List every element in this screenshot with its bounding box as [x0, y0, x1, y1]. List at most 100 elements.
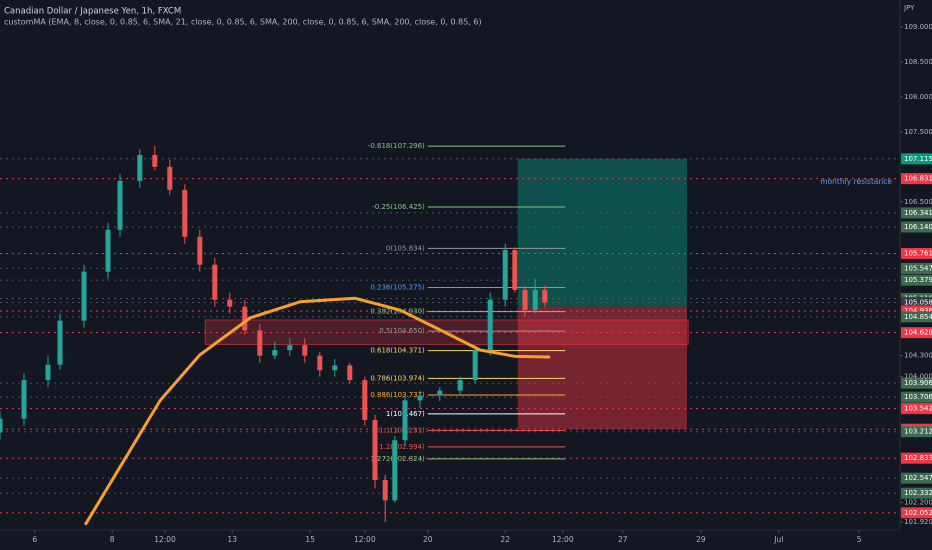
- x-tick-label: 20: [423, 535, 433, 544]
- candle-body: [212, 264, 218, 300]
- y-tick-label: 108.000: [904, 93, 932, 101]
- price-tag-label: 102.332: [904, 489, 932, 497]
- price-tag-label: 106.341: [904, 209, 932, 217]
- price-tag-label: 102.547: [904, 474, 932, 482]
- price-tag: [901, 426, 932, 438]
- price-tag-label: 105.761: [904, 249, 932, 257]
- candle-body: [167, 166, 173, 190]
- x-tick-label: 5: [857, 535, 862, 544]
- price-tag-label: 105.547: [904, 264, 932, 272]
- x-tick-label: 6: [32, 535, 37, 544]
- candle-body: [257, 330, 263, 356]
- y-tick-label: 108.500: [904, 58, 932, 66]
- price-tag-label: 106.831: [904, 175, 932, 183]
- price-tag-label: 105.379: [904, 276, 932, 284]
- price-tag-label: 107.115: [904, 155, 932, 163]
- candle-body: [242, 306, 248, 331]
- price-tag-label: 104.854: [904, 313, 932, 321]
- candle-body: [487, 299, 493, 351]
- candle-body: [472, 350, 478, 381]
- x-tick-label: 12:00: [552, 535, 574, 544]
- candle-body: [21, 380, 27, 419]
- y-tick-label: 101.920: [904, 518, 932, 526]
- fib-label: -0.618(107.296): [368, 142, 425, 150]
- x-tick-label: 29: [696, 535, 706, 544]
- fib-label: 1.1(103.231): [379, 426, 425, 434]
- y-tick-label: 104.000: [904, 373, 932, 381]
- price-tag: [901, 311, 932, 323]
- candle-body: [57, 320, 63, 365]
- price-tag: [901, 472, 932, 484]
- candle-body: [287, 345, 293, 351]
- x-tick-label: 8: [110, 535, 115, 544]
- annotation: monthly resistance: [820, 177, 892, 186]
- y-tick-label: 104.300: [904, 352, 932, 360]
- fib-label: 0.382(104.930): [370, 308, 425, 316]
- price-tag: [901, 507, 932, 519]
- candle-body: [417, 395, 423, 401]
- candle-body: [0, 418, 3, 433]
- x-tick-label: 27: [618, 535, 628, 544]
- price-tag: [901, 487, 932, 499]
- price-tag: [901, 173, 932, 185]
- price-tag-label: 102.052: [904, 509, 932, 517]
- candle-body: [542, 289, 548, 303]
- price-tag: [901, 247, 932, 259]
- price-tag-label: 105.058: [904, 299, 932, 307]
- x-tick-label: 13: [227, 535, 237, 544]
- candle-body: [457, 380, 463, 391]
- candle-body: [332, 365, 338, 371]
- y-tick-label: 107.500: [904, 128, 932, 136]
- price-tag-label: 106.140: [904, 223, 932, 231]
- plot: -0.618(107.296) -0.25(106.425) 0(105.834) 0…: [0, 142, 900, 526]
- indicator-label: customMA (EMA, 8, close, 0, 0.85, 6, SMA…: [4, 18, 482, 27]
- fib-label: 0(105.834): [386, 244, 425, 252]
- candle-body: [532, 289, 538, 311]
- candle-body: [272, 350, 278, 356]
- price-tag: [901, 207, 932, 219]
- fib-label: 0.236(105.275): [370, 283, 425, 291]
- price-tag-label: 103.706: [904, 393, 932, 401]
- price-tag: [901, 391, 932, 403]
- candle-body: [137, 154, 143, 181]
- price-tag: [901, 327, 932, 339]
- fib-label: 0.5(104.650): [379, 327, 425, 335]
- candle-body: [512, 250, 518, 290]
- position-loss: [517, 306, 687, 430]
- candle-body: [302, 345, 308, 356]
- candle-body: [45, 364, 51, 381]
- price-tag-label: 103.212: [904, 428, 932, 436]
- chart-title: Canadian Dollar / Japanese Yen, 1h, FXCM: [4, 7, 181, 17]
- x-tick-label: 12:00: [354, 535, 376, 544]
- candle-body: [522, 289, 528, 311]
- candle-body: [117, 180, 123, 230]
- price-tag-label: 103.906: [904, 379, 932, 387]
- candle-body: [152, 154, 158, 167]
- x-tick-label: Jul: [773, 535, 783, 544]
- candle-body: [392, 440, 398, 501]
- price-tag-label: 103.542: [904, 405, 932, 413]
- candle-body: [317, 355, 323, 371]
- price-tag: [901, 297, 932, 309]
- candle-body: [197, 236, 203, 265]
- fib-label: 1.272(102.824): [370, 455, 425, 463]
- fib-label: 0.886(103.737): [370, 391, 425, 399]
- fib-label: 0.786(103.974): [370, 374, 425, 382]
- candle-body: [227, 299, 233, 307]
- candle-body: [372, 419, 378, 481]
- price-tag: [901, 377, 932, 389]
- unit-label: JPY: [903, 4, 915, 12]
- price-tag-label: 104.628: [904, 329, 932, 337]
- price-tag: [901, 274, 932, 286]
- price-tag: [901, 153, 932, 165]
- price-tag: [901, 403, 932, 415]
- price-tag-label: 104.936: [904, 307, 932, 315]
- candle-body: [502, 250, 508, 300]
- candle-body: [105, 229, 111, 272]
- position-profit: [517, 158, 687, 307]
- candle-body: [81, 271, 87, 321]
- candle-body: [182, 189, 188, 237]
